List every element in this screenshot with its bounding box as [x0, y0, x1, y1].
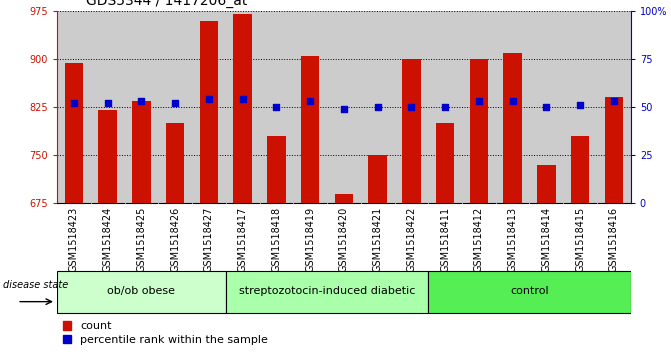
Bar	[125, 11, 158, 203]
Point	[507, 98, 518, 104]
Text: GSM1518424: GSM1518424	[103, 207, 113, 272]
Bar	[234, 14, 252, 203]
Text: GSM1518425: GSM1518425	[136, 207, 146, 272]
Bar	[99, 110, 117, 203]
Point	[474, 98, 484, 104]
Point	[575, 102, 586, 108]
Text: GSM1518423: GSM1518423	[69, 207, 79, 272]
Legend: count, percentile rank within the sample: count, percentile rank within the sample	[62, 321, 268, 345]
Text: GSM1518426: GSM1518426	[170, 207, 180, 272]
Bar	[225, 11, 260, 203]
Bar	[301, 56, 319, 203]
Bar	[605, 97, 623, 203]
Text: GSM1518414: GSM1518414	[541, 207, 552, 272]
Bar	[597, 11, 631, 203]
Bar	[428, 11, 462, 203]
Text: GSM1518411: GSM1518411	[440, 207, 450, 272]
Bar	[91, 11, 125, 203]
FancyBboxPatch shape	[225, 271, 428, 313]
Bar	[327, 11, 361, 203]
Bar	[335, 193, 353, 203]
Text: streptozotocin-induced diabetic: streptozotocin-induced diabetic	[239, 286, 415, 296]
Point	[305, 98, 315, 104]
Point	[136, 98, 147, 104]
Bar	[199, 20, 218, 203]
Point	[339, 106, 350, 112]
Bar	[57, 11, 91, 203]
Point	[271, 104, 282, 110]
Bar	[260, 11, 293, 203]
Text: GSM1518422: GSM1518422	[407, 207, 417, 272]
Bar	[470, 59, 488, 203]
Bar	[529, 11, 563, 203]
Text: disease state: disease state	[3, 280, 68, 290]
Point	[170, 100, 180, 106]
Point	[609, 98, 619, 104]
FancyBboxPatch shape	[428, 271, 631, 313]
Text: GSM1518412: GSM1518412	[474, 207, 484, 272]
Bar	[158, 11, 192, 203]
Text: GSM1518419: GSM1518419	[305, 207, 315, 272]
Bar	[496, 11, 529, 203]
Text: GSM1518420: GSM1518420	[339, 207, 349, 272]
Bar	[571, 136, 589, 203]
Bar	[537, 165, 556, 203]
Text: GSM1518413: GSM1518413	[508, 207, 517, 272]
Bar	[503, 53, 522, 203]
Text: ob/ob obese: ob/ob obese	[107, 286, 175, 296]
Point	[68, 100, 79, 106]
Bar	[402, 59, 421, 203]
Bar	[361, 11, 395, 203]
Point	[406, 104, 417, 110]
Text: control: control	[510, 286, 549, 296]
Text: GSM1518418: GSM1518418	[271, 207, 281, 272]
Point	[440, 104, 450, 110]
Bar	[395, 11, 428, 203]
Text: GDS5344 / 1417206_at: GDS5344 / 1417206_at	[86, 0, 247, 8]
Point	[238, 97, 248, 102]
Text: GSM1518421: GSM1518421	[372, 207, 382, 272]
Text: GSM1518427: GSM1518427	[204, 207, 214, 272]
Point	[102, 100, 113, 106]
FancyBboxPatch shape	[57, 271, 225, 313]
Text: GSM1518416: GSM1518416	[609, 207, 619, 272]
Bar	[563, 11, 597, 203]
Bar	[436, 123, 454, 203]
Point	[372, 104, 383, 110]
Text: GSM1518417: GSM1518417	[238, 207, 248, 272]
Bar	[267, 136, 286, 203]
Bar	[293, 11, 327, 203]
Bar	[132, 101, 151, 203]
Point	[541, 104, 552, 110]
Bar	[192, 11, 225, 203]
Bar	[368, 155, 387, 203]
Bar	[64, 64, 83, 203]
Bar	[462, 11, 496, 203]
Point	[203, 97, 214, 102]
Text: GSM1518415: GSM1518415	[575, 207, 585, 272]
Bar	[166, 123, 185, 203]
